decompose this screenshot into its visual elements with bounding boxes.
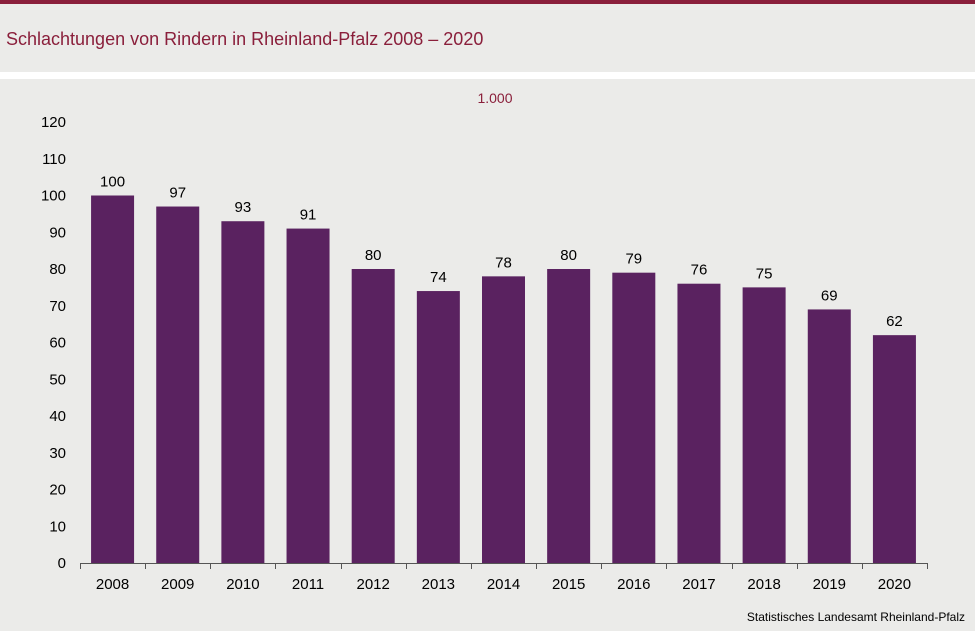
data-label: 69	[821, 287, 838, 304]
bar-2010	[221, 221, 265, 563]
bar-2011	[286, 228, 330, 563]
bar-2018	[742, 287, 786, 563]
data-label: 80	[365, 247, 382, 264]
bar-2015	[547, 269, 591, 563]
x-tick-label: 2009	[161, 576, 194, 593]
bar-2013	[416, 291, 460, 563]
data-label: 80	[560, 247, 577, 264]
x-axis: 2008 2009 2010 2011 2012 2013 2014 2015 2016 2017…	[80, 563, 928, 593]
y-tick-label: 90	[49, 224, 66, 241]
bar-2009	[156, 206, 200, 563]
y-axis: 0 10 20 30 40 50 60 70 80 90 100 110 120	[41, 114, 66, 572]
data-label: 79	[625, 251, 642, 268]
bar-2014	[482, 276, 525, 563]
y-tick-label: 100	[41, 188, 66, 205]
x-tick-label: 2018	[747, 576, 780, 593]
x-tick-label: 2015	[552, 576, 585, 593]
x-tick-label: 2013	[422, 576, 455, 593]
y-tick-label: 30	[49, 445, 66, 462]
data-label: 62	[886, 313, 903, 330]
x-tick-label: 2017	[682, 576, 715, 593]
y-tick-label: 110	[42, 151, 66, 168]
bars: 100 97 93 91 80 74 78 80 79 76 75 69 62	[91, 174, 916, 563]
chart-header: Schlachtungen von Rindern in Rheinland-P…	[0, 4, 975, 72]
y-tick-label: 0	[58, 555, 66, 572]
data-label: 74	[430, 269, 447, 286]
y-tick-label: 120	[41, 114, 66, 131]
y-tick-label: 40	[49, 408, 66, 425]
data-label: 78	[495, 254, 512, 271]
data-label: 76	[691, 262, 708, 279]
bar-2012	[351, 269, 395, 563]
header-separator	[0, 72, 975, 79]
bar-2016	[612, 272, 656, 563]
x-tick-label: 2020	[878, 576, 911, 593]
x-tick-label: 2008	[96, 576, 129, 593]
data-label: 97	[169, 185, 186, 202]
chart-title: Schlachtungen von Rindern in Rheinland-P…	[6, 29, 484, 49]
source-credit: Statistisches Landesamt Rheinland-Pfalz	[746, 610, 965, 624]
bar-2017	[677, 283, 721, 563]
x-tick-label: 2010	[226, 576, 259, 593]
y-tick-label: 60	[49, 335, 66, 352]
x-tick-label: 2011	[292, 576, 324, 593]
x-tick-label: 2014	[487, 576, 520, 593]
data-label: 93	[235, 199, 252, 216]
bar-2019	[807, 309, 851, 563]
y-tick-label: 80	[49, 261, 66, 278]
bar-2020	[872, 335, 916, 563]
y-tick-label: 70	[49, 298, 66, 315]
unit-label: 1.000	[477, 90, 512, 106]
data-label: 75	[756, 265, 773, 282]
y-tick-label: 20	[49, 482, 66, 499]
x-tick-label: 2012	[357, 576, 390, 593]
data-label: 91	[300, 207, 317, 224]
y-tick-label: 50	[49, 371, 66, 388]
data-label: 100	[100, 174, 125, 191]
x-tick-label: 2016	[617, 576, 650, 593]
top-accent-rule	[0, 0, 975, 4]
bar-2008	[91, 195, 135, 563]
y-tick-label: 10	[49, 518, 66, 535]
x-tick-label: 2019	[813, 576, 846, 593]
